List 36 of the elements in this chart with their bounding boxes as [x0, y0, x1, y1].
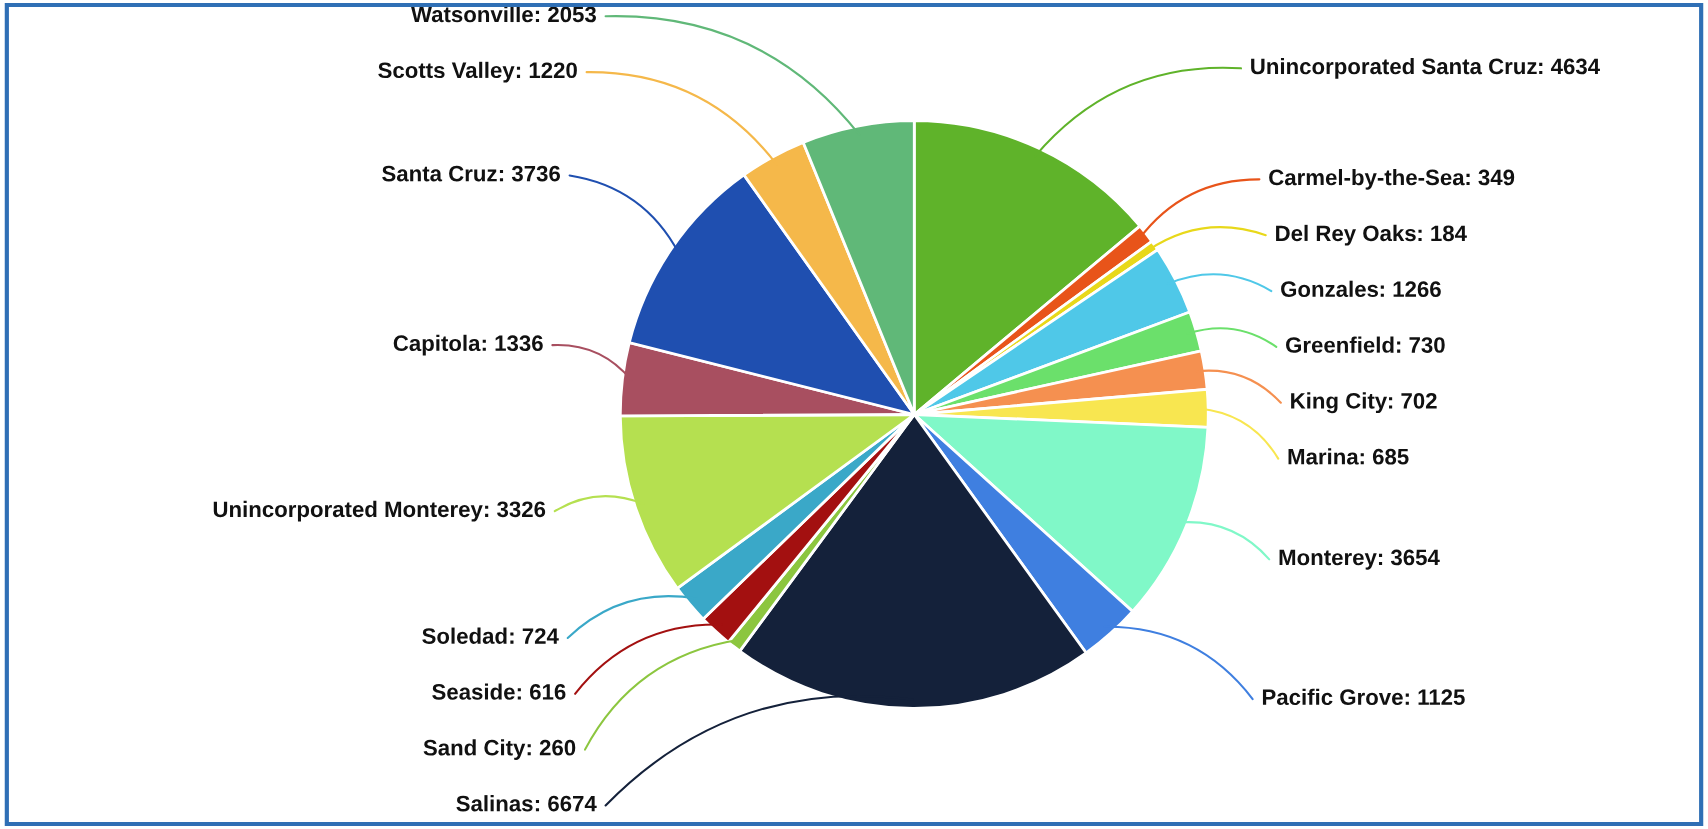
data-label: : 1266 — [1380, 281, 1441, 298]
slice-label: Greenfield — [1286, 336, 1394, 353]
slice-label: Salinas — [456, 795, 533, 812]
data-label: : 616 — [517, 684, 566, 700]
slice-label: Seaside — [432, 683, 515, 700]
slice-label: Monterey — [1279, 549, 1377, 570]
slice-label: Unincorporated Santa Cruz — [1251, 57, 1537, 79]
data-label: : 6674 — [535, 795, 597, 812]
data-label: : 1336 — [482, 335, 543, 352]
data-label: : 1125 — [1405, 689, 1465, 706]
slice-label: Del Rey Oaks — [1276, 224, 1416, 246]
data-label: : 349 — [1466, 169, 1515, 186]
slice-label: Unincorporated Monterey — [213, 500, 483, 522]
data-label: : 730 — [1397, 337, 1445, 353]
slice-label: Carmel-by-the-Sea — [1269, 168, 1465, 190]
data-label: : 702 — [1389, 392, 1437, 409]
slice-label: Soledad — [422, 627, 507, 644]
slice-label: Scotts Valley — [378, 61, 515, 83]
data-label: : 184 — [1418, 225, 1467, 242]
data-label: : 4634 — [1539, 58, 1600, 75]
data-label: : 2053 — [535, 6, 596, 23]
data-label: : 3736 — [499, 165, 560, 182]
slice-label: Sand City — [423, 739, 526, 760]
data-label: : 3326 — [485, 501, 546, 518]
data-label: : 3654 — [1378, 549, 1440, 566]
slice-label: Capitola — [393, 334, 481, 356]
slice-label: King City — [1291, 392, 1388, 414]
slice-label: Marina — [1288, 448, 1359, 465]
slice-label: Pacific Grove — [1262, 688, 1403, 706]
slice-label: Gonzales — [1281, 280, 1379, 298]
slice-label: Santa Cruz — [382, 165, 497, 182]
data-label: : 724 — [510, 628, 559, 644]
slice-label: Watsonville — [411, 5, 533, 23]
data-label: : 260 — [527, 739, 576, 756]
data-label: : 1220 — [516, 62, 577, 79]
data-label: : 685 — [1360, 448, 1409, 465]
